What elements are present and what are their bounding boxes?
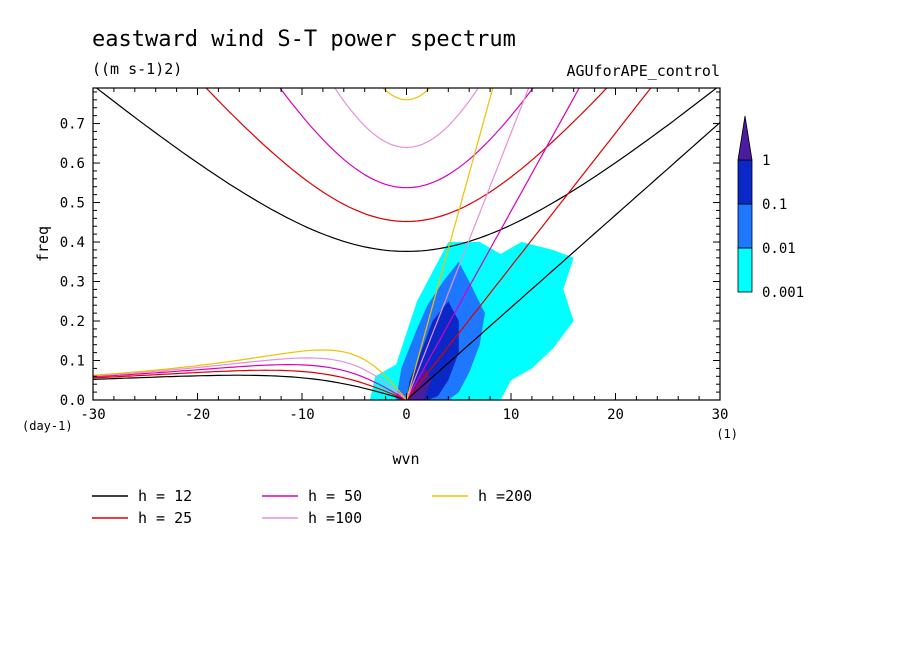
x-unit-label: (1) [716,427,738,441]
x-tick-label: 20 [607,407,624,423]
x-tick-label: 10 [503,407,520,423]
y-axis-label: freq [34,226,52,262]
colorbar-segment [737,247,753,293]
colorbar-label: 0.001 [762,285,804,301]
colorbar-label: 0.1 [762,197,787,213]
y-unit-label: (day-1) [22,419,73,433]
legend-label: h = 12 [138,487,192,505]
legend-label: h = 25 [138,509,192,527]
legend-label: h =200 [478,487,532,505]
gravity-curve-h100 [334,88,479,149]
gravity-curve-h25 [205,88,608,223]
chart-title: eastward wind S-T power spectrum [92,27,516,52]
y-tick-label: 0.4 [60,235,85,251]
gravity-curve-h200 [382,88,431,101]
kelvin-curve-h25 [406,88,652,400]
colorbar-label: 1 [762,153,770,169]
x-tick-label: -30 [80,407,105,423]
y-tick-label: 0.5 [60,196,85,212]
y-tick-label: 0.0 [60,393,85,409]
y-tick-label: 0.7 [60,117,85,133]
legend-label: h =100 [308,509,362,527]
colorbar-label: 0.01 [762,241,796,257]
colorbar-segment [737,159,753,205]
kelvin-curve-h200 [405,88,494,400]
rossby-curve-h50 [93,364,407,400]
y-tick-label: 0.1 [60,354,85,370]
rossby-curve-h25 [93,369,407,400]
legend: h = 12 h = 25 h = 50 h =100 h =200 [92,487,532,527]
x-tick-label: 0 [402,407,410,423]
units-label: ((m s-1)2) [92,60,182,78]
rossby-curve-h12 [93,374,407,400]
rossby-curve-h100 [93,357,407,400]
spectrum-region-4 [408,368,432,400]
experiment-label: AGUforAPE_control [566,62,720,80]
legend-label: h = 50 [308,487,362,505]
kelvin-curve-h100 [405,88,530,400]
x-axis-label: wvn [392,450,419,468]
gravity-curve-h12 [95,88,718,253]
gravity-curve-h50 [279,88,534,189]
x-tick-label: 30 [712,407,729,423]
axis-ticks: -30 -20 -10 0 10 20 30 0.0 0.1 0.2 0.3 0.4 0.5 0.6 0.7 [60,88,729,423]
dispersion-curves [93,88,720,400]
colorbar-segment [737,203,753,249]
colorbar: 0.001 0.01 0.1 1 [737,115,804,301]
spectrum-shading [369,242,574,400]
kelvin-curve-h50 [405,88,580,400]
y-tick-label: 0.2 [60,314,85,330]
y-tick-label: 0.3 [60,275,85,291]
kelvin-curve-h12 [406,122,720,400]
y-tick-label: 0.6 [60,156,85,172]
colorbar-extend-triangle [737,115,753,161]
x-tick-label: -10 [289,407,314,423]
x-tick-label: -20 [185,407,210,423]
rossby-curve-h200 [93,349,407,400]
